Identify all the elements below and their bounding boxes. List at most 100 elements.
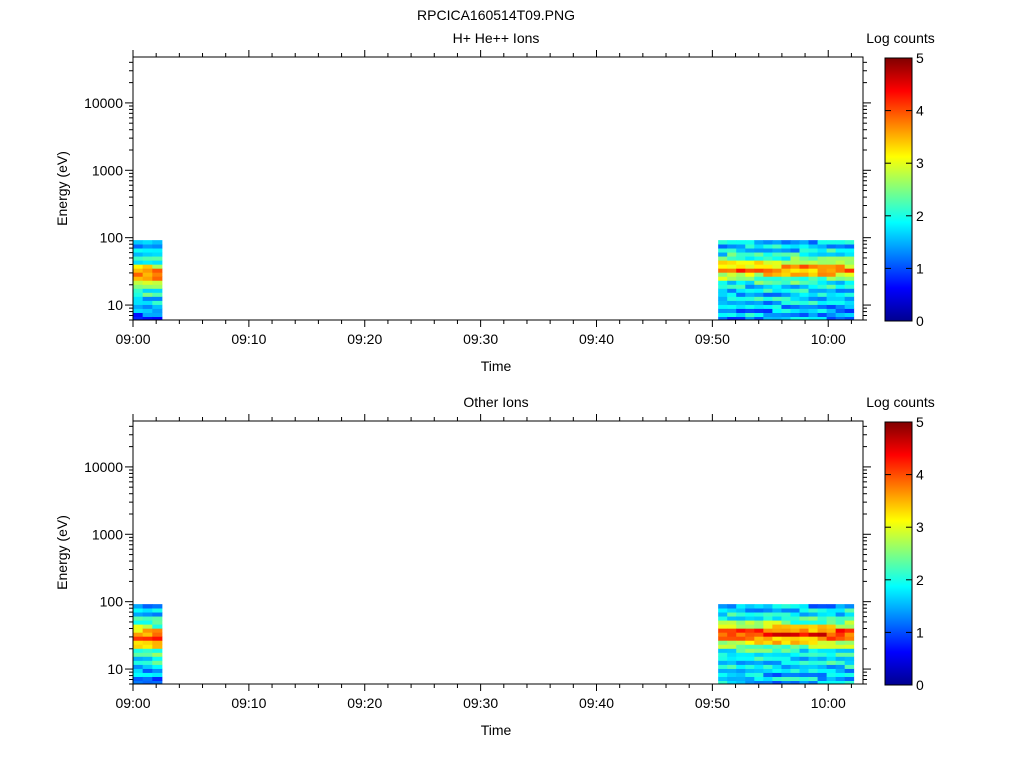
heatmap-cell xyxy=(826,296,837,301)
heatmap-cell xyxy=(835,244,846,249)
heatmap-cell xyxy=(736,644,746,649)
heatmap-cell xyxy=(736,316,746,321)
heatmap-cell xyxy=(133,276,144,281)
heatmap-cell xyxy=(754,648,764,653)
heatmap-cell xyxy=(754,652,764,657)
heatmap-cell xyxy=(835,624,846,629)
heatmap-cell xyxy=(718,272,728,277)
heatmap-cell xyxy=(799,640,809,645)
heatmap-cell xyxy=(727,316,737,321)
heatmap-cell xyxy=(844,292,855,297)
heatmap-cell xyxy=(808,652,818,657)
heatmap-cell xyxy=(745,668,755,673)
heatmap-cell xyxy=(133,264,144,269)
heatmap-cell xyxy=(817,280,828,285)
heatmap-cell xyxy=(763,672,773,677)
heatmap-cell xyxy=(790,252,800,257)
heatmap-cell xyxy=(152,632,163,637)
x-tick-label: 09:50 xyxy=(695,695,730,711)
heatmap-cell xyxy=(718,284,728,289)
panel-2: 09:00 09:10 09:20 09:30 09:40 09:50 10:0010100… xyxy=(54,394,935,738)
heatmap-cell xyxy=(133,284,144,289)
heatmap-cell xyxy=(152,316,163,321)
heatmap-cell xyxy=(763,664,773,669)
heatmap-cell xyxy=(817,680,828,685)
heatmap-cell xyxy=(772,656,782,661)
heatmap-cell xyxy=(152,280,163,285)
heatmap-cell xyxy=(133,256,144,261)
heatmap-cell xyxy=(781,604,791,609)
heatmap-cell xyxy=(142,256,153,261)
heatmap-cell xyxy=(736,676,746,682)
heatmap-cell xyxy=(754,672,764,677)
heatmap-cell xyxy=(763,608,773,613)
heatmap-cell xyxy=(736,664,746,669)
heatmap-cell xyxy=(790,648,800,653)
heatmap-cell xyxy=(781,280,791,285)
heatmap-cell xyxy=(727,620,737,625)
heatmap-cell xyxy=(799,292,809,297)
heatmap-cell xyxy=(754,616,764,621)
heatmap-cell xyxy=(826,308,837,313)
panel-title: Other Ions xyxy=(463,394,528,410)
heatmap-cell xyxy=(763,676,773,682)
heatmap-cell xyxy=(772,632,782,637)
heatmap-cell xyxy=(808,304,818,309)
heatmap-cell xyxy=(826,644,837,649)
heatmap-cell xyxy=(142,620,153,625)
heatmap-cell xyxy=(142,604,153,609)
heatmap-cell xyxy=(835,288,846,293)
heatmap-cell xyxy=(835,304,846,309)
heatmap-cell xyxy=(826,680,837,685)
heatmap-cell xyxy=(835,296,846,301)
heatmap-cell xyxy=(754,624,764,629)
heatmap-cell xyxy=(817,244,828,249)
heatmap-cell xyxy=(835,640,846,645)
colorbar-label: Log counts xyxy=(866,394,935,410)
heatmap-cell xyxy=(826,276,837,281)
heatmap-cell xyxy=(736,272,746,277)
heatmap-cell xyxy=(745,288,755,293)
heatmap-cell xyxy=(754,292,764,297)
heatmap-cell xyxy=(133,280,144,285)
heatmap-cell xyxy=(808,676,818,682)
heatmap-cell xyxy=(835,272,846,277)
heatmap-cell xyxy=(133,672,144,677)
heatmap-cell xyxy=(745,640,755,645)
heatmap-cell xyxy=(826,252,837,257)
heatmap-cell xyxy=(718,256,728,261)
heatmap-cell xyxy=(736,244,746,249)
heatmap-cell xyxy=(152,284,163,289)
heatmap-cell xyxy=(727,628,737,633)
heatmap-cell xyxy=(718,652,728,657)
heatmap-cell xyxy=(808,656,818,661)
heatmap-cell xyxy=(727,304,737,309)
heatmap-cell xyxy=(835,620,846,625)
heatmap-cell xyxy=(727,296,737,301)
heatmap-cell xyxy=(844,676,855,682)
colorbar-tick-label: 5 xyxy=(916,50,924,66)
heatmap-cell xyxy=(799,248,809,253)
heatmap-cell xyxy=(754,252,764,257)
heatmap-cell xyxy=(772,260,782,265)
y-axis-label: Energy (eV) xyxy=(54,151,70,226)
x-tick-label: 09:50 xyxy=(695,331,730,347)
heatmap-cell xyxy=(826,660,837,665)
heatmap-cell xyxy=(736,304,746,309)
plot-frame xyxy=(132,420,864,685)
heatmap-cell xyxy=(754,308,764,313)
heatmap-cell xyxy=(781,288,791,293)
heatmap-cell xyxy=(133,640,144,645)
heatmap-cell xyxy=(727,604,737,609)
heatmap-cell xyxy=(142,656,153,661)
heatmap-cell xyxy=(817,264,828,269)
heatmap-cell xyxy=(133,312,144,318)
heatmap-cell xyxy=(133,624,144,629)
heatmap-cell xyxy=(844,644,855,649)
heatmap-cell xyxy=(727,280,737,285)
heatmap-cell xyxy=(808,260,818,265)
heatmap-cell xyxy=(790,260,800,265)
heatmap-cell xyxy=(781,260,791,265)
heatmap-cell xyxy=(736,276,746,281)
heatmap-cell xyxy=(790,616,800,621)
